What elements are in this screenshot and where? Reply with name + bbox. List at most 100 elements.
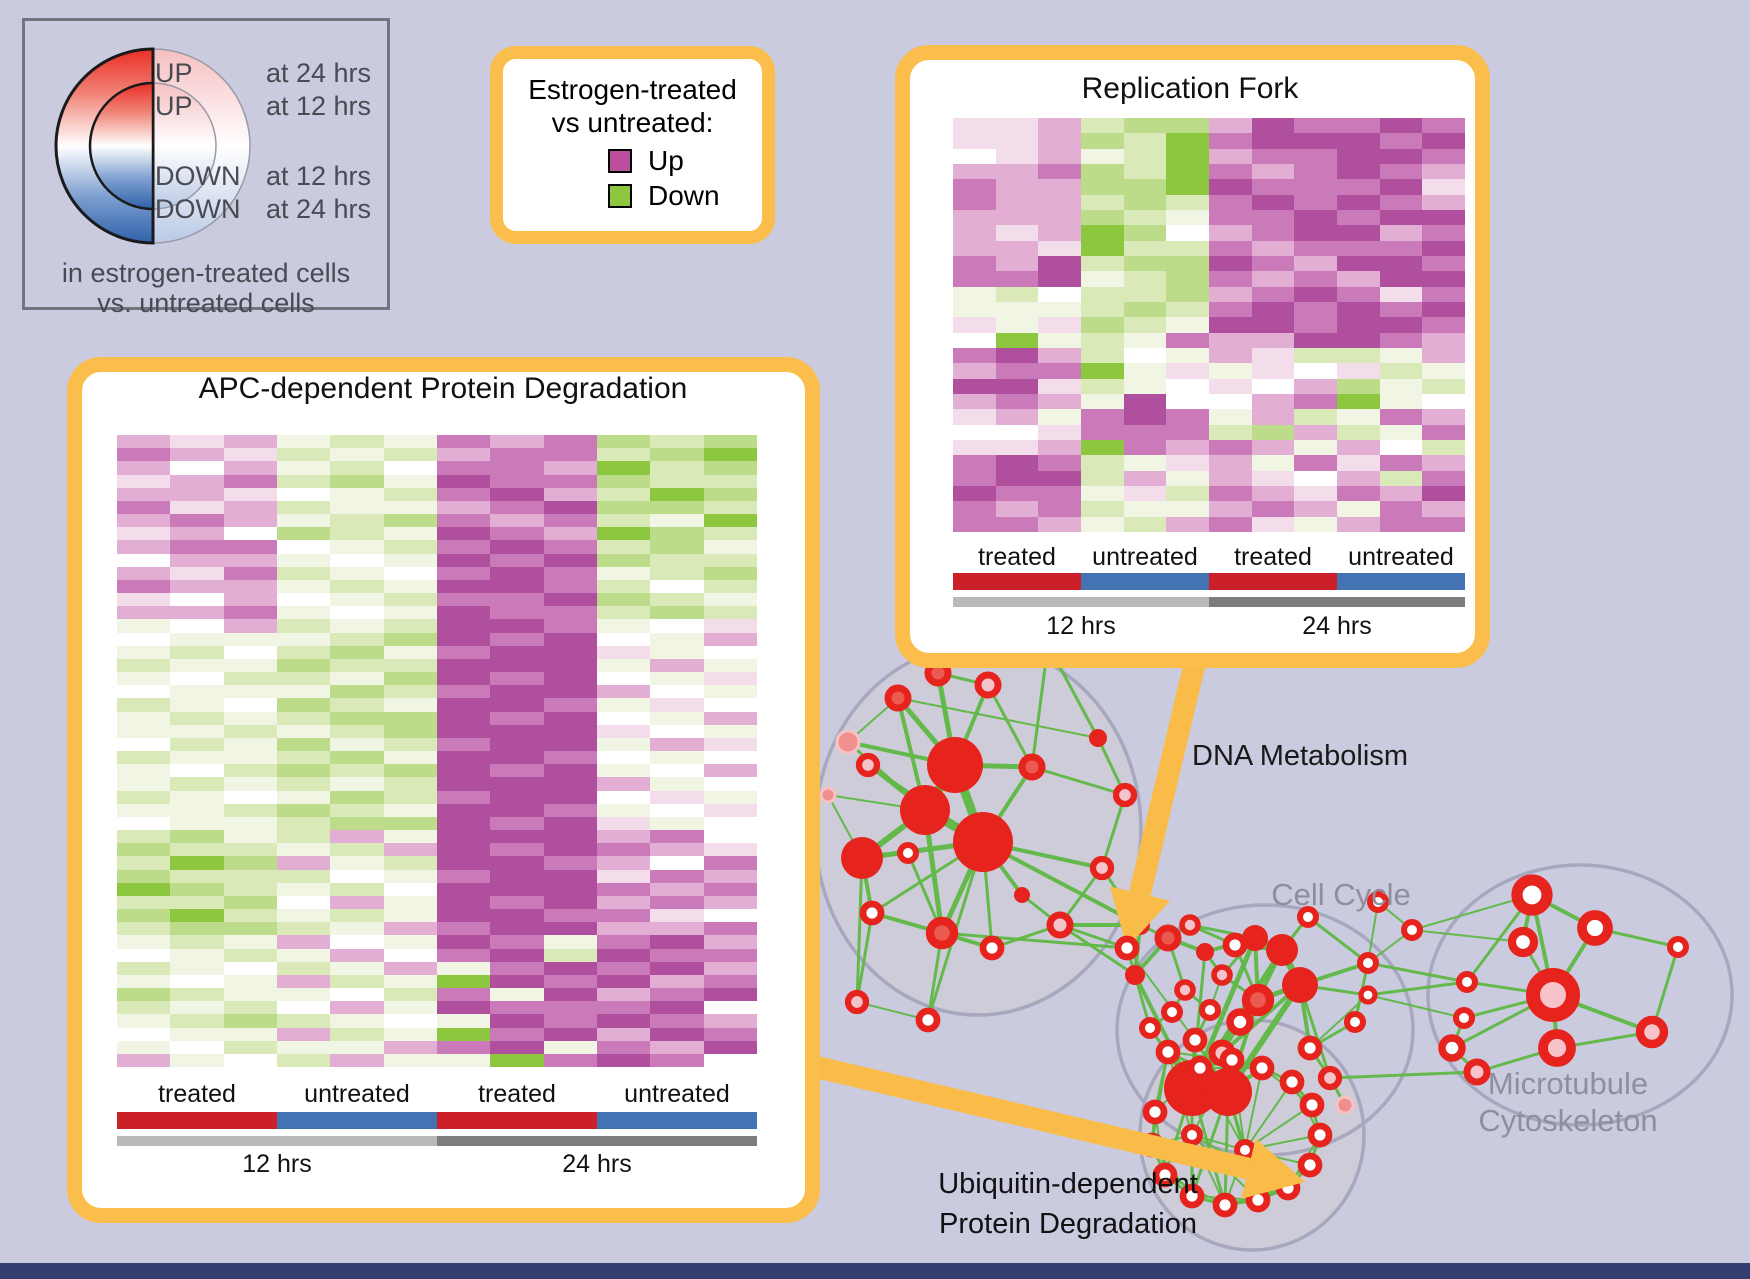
heatmap-cell [1081, 501, 1124, 517]
heatmap-cell [490, 658, 544, 672]
heatmap-cell [170, 435, 224, 449]
heatmap-cell [703, 698, 757, 712]
heatmap-cell [490, 895, 544, 909]
heatmap-cell [117, 895, 171, 909]
heatmap-cell [490, 856, 544, 870]
heatmap-cell [703, 474, 757, 488]
heatmap-cell [490, 790, 544, 804]
heatmap-cell [330, 856, 384, 870]
legend-item-down: Down [608, 180, 720, 212]
heatmap-cell [383, 803, 437, 817]
heatmap-cell [490, 869, 544, 883]
heatmap-cell [1337, 118, 1380, 134]
heatmap-cell [490, 1053, 544, 1067]
heatmap-cell [1166, 286, 1209, 302]
heatmap-cell [490, 882, 544, 896]
heatmap-cell [436, 1001, 491, 1015]
heatmap-cell [170, 751, 224, 765]
heatmap-cell [1422, 393, 1465, 410]
heatmap-cell [543, 935, 597, 949]
heatmap-cell [995, 240, 1039, 256]
gene-node [915, 1007, 941, 1033]
heatmap-cell [436, 869, 491, 883]
heatmap-cell [330, 961, 384, 975]
heatmap-cell [117, 448, 171, 462]
heatmap-cell [223, 882, 277, 896]
heatmap-cell [596, 500, 651, 514]
heatmap-cell [170, 579, 224, 593]
heatmap-cell [703, 816, 757, 830]
heatmap-cell [330, 593, 384, 607]
heatmap-cell [117, 553, 171, 567]
heatmap-cell [953, 424, 996, 440]
heatmap-cell [330, 685, 384, 699]
heatmap-cell [436, 856, 491, 870]
heatmap-cell [1081, 363, 1124, 379]
heatmap-cell [1166, 409, 1209, 425]
heatmap-cell [703, 777, 757, 791]
heatmap-cell [1166, 118, 1209, 134]
heatmap-cell [276, 1040, 331, 1054]
heatmap-cell [490, 751, 544, 765]
heatmap-cell [383, 514, 437, 528]
gene-node [927, 737, 983, 793]
heatmap-cell [330, 974, 384, 988]
heatmap-cell [703, 961, 757, 975]
heatmap-cell [490, 961, 544, 975]
heatmap-cell [543, 527, 597, 541]
heatmap-cell [170, 566, 224, 580]
heatmap-cell [170, 922, 224, 936]
heatmap-cell [436, 1014, 491, 1028]
heatmap-cell [995, 194, 1039, 210]
heatmap-cell [1123, 424, 1167, 440]
heatmap-cell [117, 974, 171, 988]
heatmap-cell [436, 566, 491, 580]
heatmap-cell [543, 698, 597, 712]
heatmap-cell [1337, 209, 1380, 226]
heatmap-cell [490, 777, 544, 791]
heatmap-cell [1294, 301, 1337, 318]
gene-node [819, 786, 837, 804]
heatmap-cell [1251, 424, 1295, 440]
heatmap-cell [953, 347, 996, 364]
heatmap-cell [1209, 148, 1252, 164]
heatmap-cell [383, 593, 437, 607]
heatmap-cell [953, 317, 996, 333]
heatmap-cell [650, 751, 704, 765]
gene-node [1125, 965, 1145, 985]
heatmap-cell [1038, 286, 1081, 302]
heatmap-cell [1166, 209, 1209, 226]
heatmap-cell [1379, 286, 1423, 302]
heatmap-cell [330, 1053, 384, 1067]
heatmap-cell [543, 461, 597, 475]
heatmap-cell [276, 461, 331, 475]
heatmap-cell [1251, 393, 1295, 410]
heatmap-cell [1081, 118, 1124, 134]
heatmap-cell [276, 1027, 331, 1041]
heatmap-cell [703, 527, 757, 541]
heatmap-cell [223, 685, 277, 699]
heatmap-cell [276, 606, 331, 620]
heatmap-cell [383, 751, 437, 765]
heatmap-cell [223, 540, 277, 554]
heatmap-cell [703, 764, 757, 778]
group-label: untreated [1092, 543, 1198, 571]
heatmap-cell [1337, 286, 1380, 302]
heatmap-cell [1209, 393, 1252, 410]
heatmap-cell [223, 1040, 277, 1054]
heatmap-cell [1081, 179, 1124, 195]
gene-node [1187, 1055, 1213, 1081]
heatmap-cell [703, 500, 757, 514]
heatmap-cell [1123, 470, 1167, 486]
heatmap-cell [1123, 347, 1167, 364]
heatmap-cell [1337, 179, 1380, 195]
heatmap-cell [170, 540, 224, 554]
heatmap-cell [170, 514, 224, 528]
heatmap-cell [223, 514, 277, 528]
cluster-label-ubiquitin-dependent: Ubiquitin-dependent [938, 1168, 1198, 1201]
heatmap-cell [330, 461, 384, 475]
heatmap-cell [1251, 148, 1295, 164]
heatmap-cell [995, 516, 1039, 532]
replication-to-dna-arrow [1129, 655, 1207, 897]
heatmap-cell [703, 724, 757, 738]
